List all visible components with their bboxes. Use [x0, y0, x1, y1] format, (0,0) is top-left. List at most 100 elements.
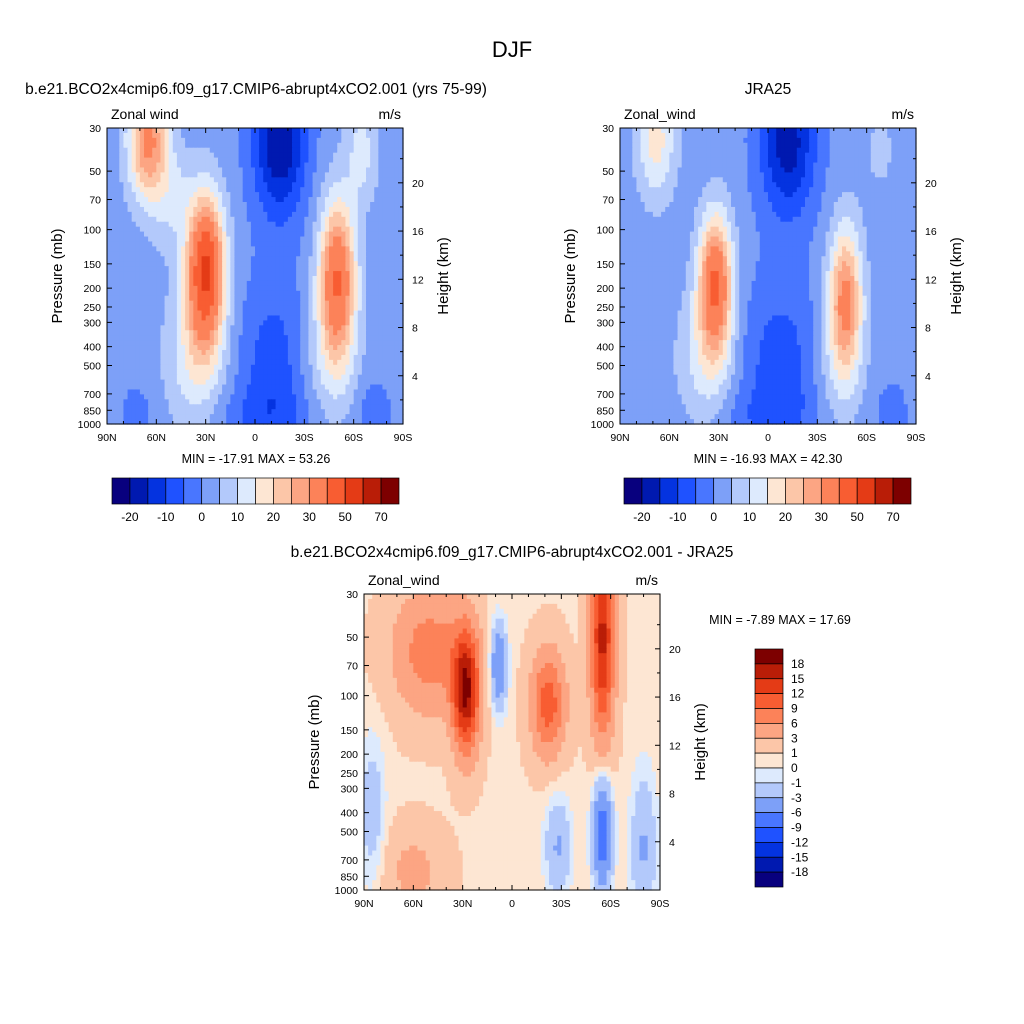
contour-cell [193, 305, 199, 312]
contour-cell [218, 132, 223, 139]
contour-cell [226, 137, 231, 144]
contour-cell [185, 162, 190, 169]
contour-cell [271, 226, 277, 233]
contour-cell [226, 414, 231, 420]
contour-cell [755, 132, 761, 139]
contour-cell [176, 374, 182, 381]
contour-cell [316, 162, 322, 169]
contour-cell [349, 305, 355, 312]
contour-cell [218, 384, 223, 391]
contour-cell [324, 310, 330, 317]
contour-cell [324, 202, 330, 208]
contour-cell [246, 211, 252, 218]
contour-cell [275, 280, 281, 287]
contour-cell [238, 280, 244, 287]
contour-cell [378, 384, 384, 391]
contour-cell [139, 315, 145, 321]
contour-cell [160, 132, 166, 139]
contour-cell [378, 280, 384, 287]
contour-cell [271, 216, 277, 223]
contour-cell [263, 295, 268, 302]
contour-cell [230, 177, 236, 183]
contour-cell [238, 206, 244, 213]
contour-cell [164, 167, 170, 173]
contour-cell [353, 197, 359, 203]
contour-cell [624, 137, 629, 144]
contour-cell [205, 315, 211, 321]
contour-cell [361, 266, 367, 272]
contour-cell [127, 315, 133, 321]
contour-cell [250, 384, 256, 391]
contour-cell [144, 236, 149, 243]
contour-cell [164, 271, 170, 277]
contour-cell [271, 295, 277, 302]
contour-cell [123, 128, 129, 134]
contour-cell [312, 246, 318, 252]
contour-cell [275, 414, 281, 420]
contour-cell [817, 128, 823, 134]
contour-cell [131, 354, 137, 361]
contour-cell [283, 359, 289, 366]
contour-cell [333, 211, 338, 218]
contour-cell [115, 271, 120, 277]
contour-cell [386, 394, 392, 400]
contour-cell [345, 162, 351, 169]
contour-cell [168, 364, 174, 371]
contour-cell [238, 192, 244, 198]
contour-cell [846, 147, 851, 154]
contour-cell [238, 202, 244, 208]
contour-cell [201, 374, 207, 381]
contour-cell [139, 295, 145, 302]
contour-cell [230, 330, 236, 336]
contour-cell [308, 409, 314, 415]
contour-cell [160, 374, 166, 381]
contour-cell [234, 285, 240, 292]
contour-cell [230, 404, 236, 410]
contour-cell [304, 295, 310, 302]
contour-cell [382, 384, 388, 391]
contour-cell [300, 202, 305, 208]
contour-cell [115, 335, 120, 341]
contour-cell [304, 251, 310, 257]
contour-cell [164, 236, 170, 243]
contour-cell [275, 359, 281, 366]
contour-cell [168, 192, 174, 198]
contour-cell [394, 187, 400, 193]
contour-cell [164, 241, 170, 247]
contour-cell [353, 330, 359, 336]
contour-cell [144, 197, 149, 203]
contour-cell [226, 142, 231, 149]
contour-cell [226, 246, 231, 252]
contour-cell [127, 167, 133, 173]
contour-cell [250, 330, 256, 336]
contour-cell [287, 266, 293, 272]
contour-cell [172, 364, 178, 371]
contour-cell [382, 172, 388, 178]
contour-cell [357, 162, 363, 169]
contour-cell [222, 369, 227, 376]
contour-cell [189, 315, 194, 321]
contour-cell [349, 137, 355, 144]
contour-cell [259, 162, 264, 169]
contour-cell [259, 315, 264, 321]
contour-cell [193, 280, 199, 287]
contour-cell [160, 187, 166, 193]
contour-cell [176, 197, 182, 203]
contour-cell [209, 216, 215, 223]
contour-cell [115, 206, 120, 213]
contour-cell [242, 350, 248, 356]
contour-cell [386, 340, 392, 346]
contour-cell [139, 182, 145, 188]
contour-cell [160, 172, 166, 178]
contour-cell [172, 325, 178, 331]
contour-cell [669, 137, 675, 144]
contour-cell [694, 137, 699, 144]
contour-cell [213, 409, 219, 415]
contour-cell [201, 345, 207, 351]
contour-cell [139, 325, 145, 331]
contour-cell [185, 369, 190, 376]
contour-cell [735, 137, 740, 144]
contour-cell [123, 256, 129, 262]
contour-cell [275, 320, 281, 326]
contour-cell [394, 211, 400, 218]
